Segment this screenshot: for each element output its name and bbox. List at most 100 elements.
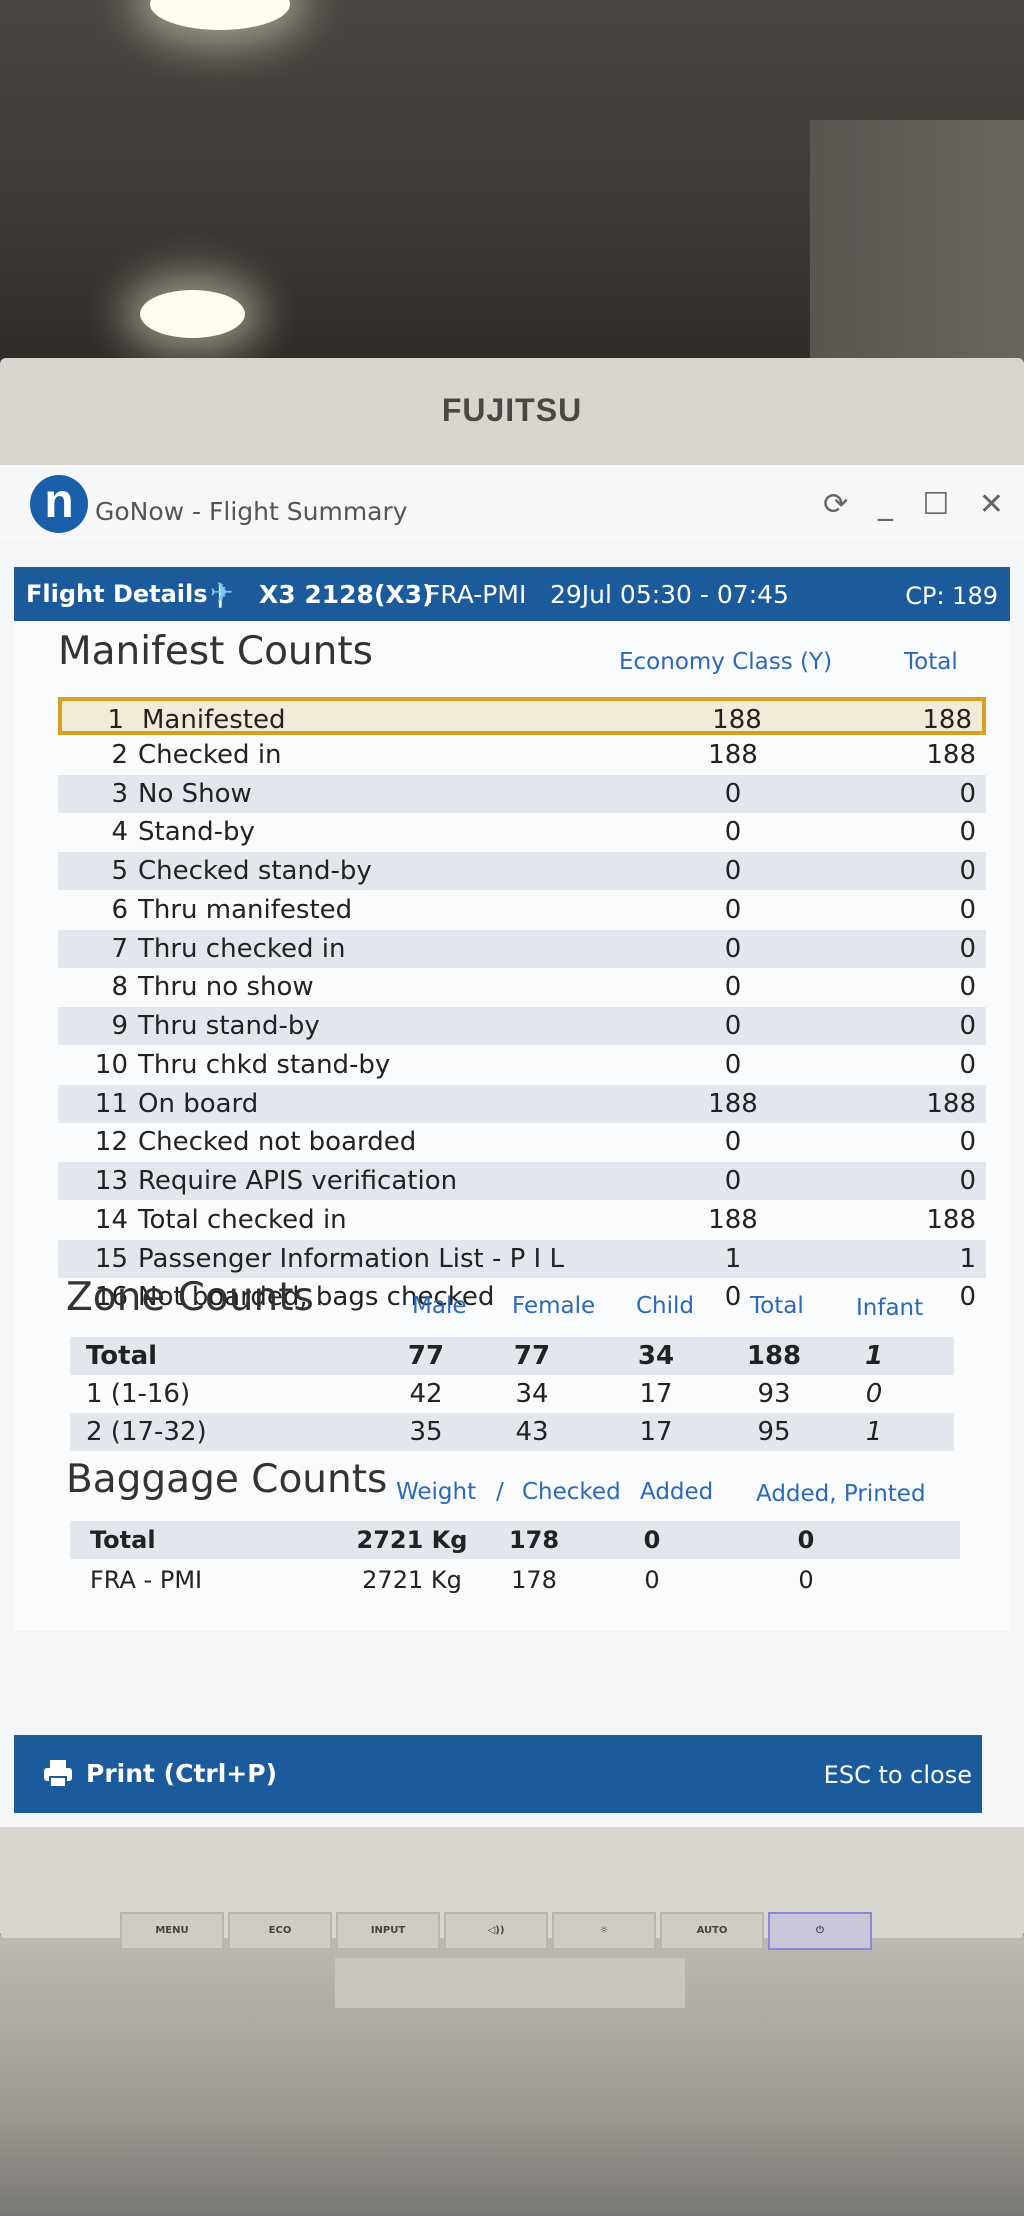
manifest-row-number: 2 (111, 740, 128, 770)
minimize-button[interactable]: _ (877, 487, 899, 522)
manifest-row-total: 0 (959, 1011, 976, 1041)
manifest-row-total: 0 (959, 1050, 976, 1080)
zone-cell-male: 77 (407, 1341, 445, 1371)
zone-row[interactable]: Total 77 77 34 188 1 (70, 1337, 954, 1375)
printer-icon[interactable] (42, 1757, 74, 1789)
manifest-row[interactable]: 13 Require APIS verification 0 0 (58, 1162, 986, 1200)
manifest-row-economy: 1 (724, 1244, 742, 1274)
zone-row[interactable]: 1 (1-16) 42 34 17 93 0 (70, 1375, 954, 1413)
manifest-row-label: Thru chkd stand-by (138, 1050, 391, 1080)
manifest-row-economy: 0 (724, 817, 742, 847)
baggage-col-checked: Checked (522, 1479, 621, 1505)
baggage-row[interactable]: FRA - PMI 2721 Kg 178 0 0 (70, 1561, 960, 1599)
airline-icon: ✈ (210, 576, 234, 609)
manifest-row[interactable]: 7 Thru checked in 0 0 (58, 930, 986, 968)
manifest-row[interactable]: 3 No Show 0 0 (58, 775, 986, 813)
zone-cell-female: 77 (513, 1341, 551, 1371)
window-titlebar: n GoNow - Flight Summary ⟳ _ ☐ ✕ (0, 465, 1024, 540)
zone-cell-infant: 1 (865, 1417, 883, 1447)
baggage-row-label: FRA - PMI (90, 1566, 203, 1594)
baggage-row[interactable]: Total 2721 Kg 178 0 0 (70, 1521, 960, 1559)
manifest-row-number: 11 (94, 1089, 128, 1119)
manifest-row-number: 7 (111, 934, 128, 964)
manifest-row[interactable]: 14 Total checked in 188 188 (58, 1201, 986, 1239)
manifest-row-economy: 0 (724, 856, 742, 886)
zone-row[interactable]: 2 (17-32) 35 43 17 95 1 (70, 1413, 954, 1451)
manifest-row-number: 14 (94, 1205, 128, 1235)
baggage-cell-added-printed: 0 (797, 1526, 815, 1554)
manifest-row-total: 188 (926, 740, 976, 770)
zone-cell-male: 35 (409, 1417, 443, 1447)
ceiling-duct (810, 120, 1024, 380)
esc-close-hint[interactable]: ESC to close (823, 1761, 972, 1789)
manifest-row[interactable]: 9 Thru stand-by 0 0 (58, 1007, 986, 1045)
manifest-row-number: 6 (111, 895, 128, 925)
baggage-cell-weight: 2721 Kg (356, 1526, 468, 1554)
manifest-row-economy: 0 (724, 1127, 742, 1157)
monitor-power-button[interactable]: ⏻ (768, 1912, 872, 1950)
manifest-row-economy: 0 (724, 1282, 742, 1312)
manifest-row-total: 0 (959, 1127, 976, 1157)
baggage-title: Baggage Counts (66, 1457, 388, 1502)
manifest-row-number: 9 (111, 1011, 128, 1041)
zone-row-label: 1 (1-16) (86, 1379, 191, 1409)
manifest-row[interactable]: 12 Checked not boarded 0 0 (58, 1123, 986, 1161)
flight-header: Flight Details | ✈ X3 2128(X3) FRA-PMI 2… (14, 567, 1010, 621)
manifest-row[interactable]: 5 Checked stand-by 0 0 (58, 852, 986, 890)
zone-col-male: Male (412, 1293, 467, 1319)
manifest-row-number: 13 (94, 1166, 128, 1196)
manifest-row[interactable]: 10 Thru chkd stand-by 0 0 (58, 1046, 986, 1084)
zone-cell-female: 43 (515, 1417, 549, 1447)
manifest-row-total: 0 (959, 1166, 976, 1196)
zone-cell-female: 34 (515, 1379, 549, 1409)
manifest-row[interactable]: 16 Not boarded, bags checked 0 0 (58, 1278, 986, 1316)
maximize-button[interactable]: ☐ (922, 487, 956, 522)
manifest-row-economy: 0 (724, 972, 742, 1002)
zone-row-label: 2 (17-32) (86, 1417, 207, 1447)
manifest-row-total: 0 (959, 779, 976, 809)
manifest-row[interactable]: 15 Passenger Information List - P I L 1 1 (58, 1240, 986, 1278)
manifest-col-total: Total (904, 649, 958, 675)
window-title: GoNow - Flight Summary (95, 497, 408, 526)
manifest-row-number: 4 (111, 817, 128, 847)
manifest-row-total: 188 (926, 1089, 976, 1119)
baggage-row-label: Total (90, 1526, 156, 1554)
monitor-volume-button[interactable]: ◁)) (444, 1912, 548, 1950)
manifest-row-label: Total checked in (138, 1205, 347, 1235)
window-controls: ⟳ _ ☐ ✕ (815, 487, 1010, 522)
zone-title: Zone Counts (66, 1275, 314, 1320)
manifest-row-label: Thru no show (138, 972, 314, 1002)
monitor-buttons: MENU ECO INPUT ◁)) ☼ AUTO ⏻ (120, 1912, 910, 1954)
baggage-col-weight: Weight (396, 1479, 477, 1505)
monitor-input-button[interactable]: INPUT (336, 1912, 440, 1950)
zone-cell-male: 42 (409, 1379, 443, 1409)
manifest-row[interactable]: 4 Stand-by 0 0 (58, 813, 986, 851)
zone-col-total: Total (750, 1293, 804, 1319)
manifest-row-number: 10 (94, 1050, 128, 1080)
baggage-cell-added: 0 (643, 1526, 661, 1554)
refresh-icon[interactable]: ⟳ (823, 487, 855, 522)
monitor-menu-button[interactable]: MENU (120, 1912, 224, 1950)
manifest-row-total: 0 (959, 895, 976, 925)
close-button[interactable]: ✕ (978, 487, 1010, 522)
zone-col-child: Child (636, 1293, 695, 1319)
monitor-brand-logo: FUJITSU (441, 392, 583, 428)
zone-cell-infant: 1 (864, 1341, 884, 1371)
app-logo-icon: n (30, 475, 88, 533)
monitor-auto-button[interactable]: AUTO (660, 1912, 764, 1950)
manifest-row[interactable]: 11 On board 188 188 (58, 1085, 986, 1123)
manifest-row-label: Checked not boarded (138, 1127, 417, 1157)
monitor-eco-button[interactable]: ECO (228, 1912, 332, 1950)
manifest-row[interactable]: 1 Manifested 188 188 (58, 697, 986, 735)
zone-cell-total: 188 (746, 1341, 802, 1371)
print-button[interactable]: Print (Ctrl+P) (86, 1759, 277, 1788)
monitor-brightness-button[interactable]: ☼ (552, 1912, 656, 1950)
screen: n GoNow - Flight Summary ⟳ _ ☐ ✕ Flight … (0, 465, 1024, 1827)
baggage-col-added-printed: Added, Printed (756, 1481, 926, 1507)
manifest-row-economy: 0 (724, 1011, 742, 1041)
manifest-row[interactable]: 6 Thru manifested 0 0 (58, 891, 986, 929)
manifest-row[interactable]: 2 Checked in 188 188 (58, 736, 986, 774)
manifest-row[interactable]: 8 Thru no show 0 0 (58, 968, 986, 1006)
manifest-row-total: 0 (959, 972, 976, 1002)
flight-number: X3 2128(X3) (259, 580, 434, 609)
